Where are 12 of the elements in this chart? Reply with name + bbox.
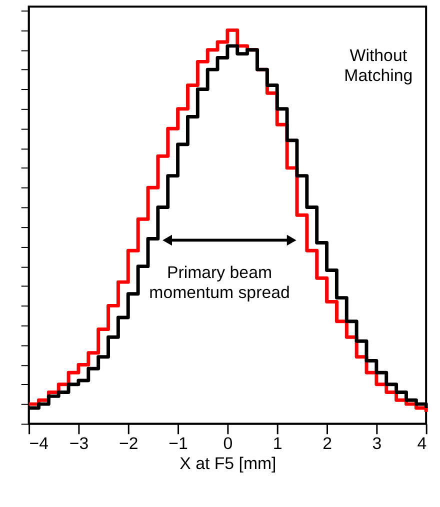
x-tick-label: −4	[29, 434, 49, 454]
annotation: Without Matching	[344, 46, 413, 86]
x-axis-title: X at F5 [mm]	[180, 454, 276, 473]
annotation: Primary beam momentum spread	[149, 263, 290, 302]
x-tick-label: 1	[272, 434, 282, 454]
x-tick-label: 2	[322, 434, 332, 454]
x-tick-label: −1	[168, 434, 188, 454]
x-tick-label: 4	[417, 434, 427, 454]
x-tick-label: 0	[223, 434, 233, 454]
x-tick-label: −2	[119, 434, 138, 454]
x-tick-label: 3	[372, 434, 382, 454]
x-tick-label: −3	[69, 434, 89, 454]
